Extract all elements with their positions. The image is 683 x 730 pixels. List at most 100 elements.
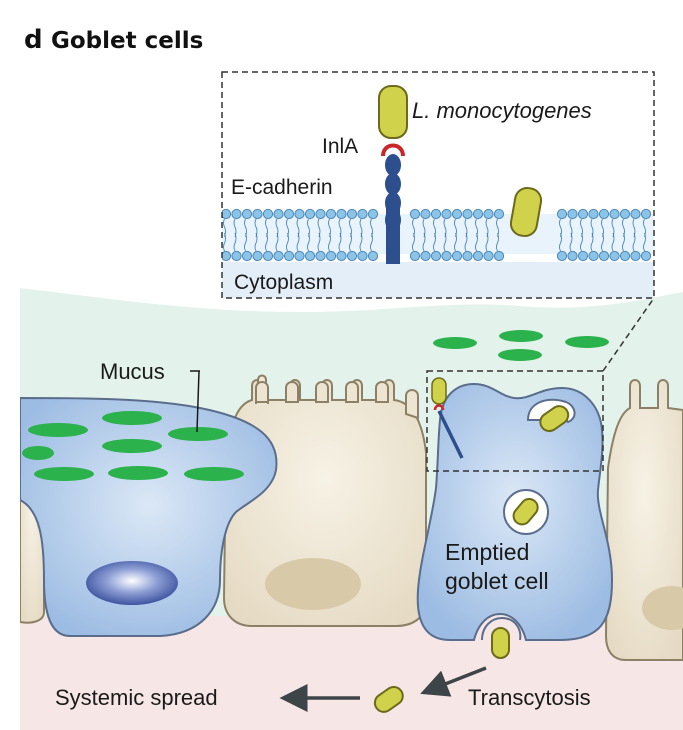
transcytosis-arrow (420, 666, 487, 697)
lipid-tail (485, 232, 489, 252)
lipid-tail (286, 232, 289, 252)
transcytosis-label: Transcytosis (468, 685, 591, 710)
lipid-head (598, 208, 610, 220)
lipid-tail (611, 218, 615, 238)
lipid-head (357, 250, 368, 262)
lipid-tail (265, 232, 268, 252)
lipid-head (367, 250, 379, 262)
lipid-head (325, 208, 337, 220)
lipid-head (241, 250, 253, 262)
lipid-head (630, 208, 641, 220)
inla-label: InlA (322, 135, 358, 158)
lipid-head (367, 208, 379, 220)
lipid-head (598, 250, 610, 262)
lipid-tail (223, 232, 226, 252)
lipid-tail (317, 232, 321, 252)
lipid-tail (349, 218, 352, 238)
panel-title: Goblet cells (51, 28, 203, 54)
ecadherin-molecule (385, 154, 401, 264)
lipid-head (346, 208, 358, 220)
goblet-cell-filled (20, 397, 278, 637)
lipid-tail (412, 218, 415, 238)
lipid-head (252, 208, 263, 220)
lipid-head (304, 208, 316, 220)
lipid-tail (611, 232, 615, 252)
mini-binding (431, 377, 464, 459)
systemic-label: Systemic spread (55, 685, 218, 710)
lipid-head (640, 250, 652, 262)
microvilli-middle (255, 381, 419, 420)
lipid-tail (601, 218, 604, 238)
lipid-head (315, 250, 326, 262)
lipid-head (262, 250, 274, 262)
lipid-bilayer (222, 208, 654, 262)
bacterium-label: L. monocytogenes (412, 98, 592, 123)
lipid-head (294, 250, 305, 262)
lipid-head (567, 250, 578, 262)
lipid-head (409, 208, 421, 220)
lipid-tail (569, 232, 573, 252)
lipid-tail (412, 232, 415, 252)
ecadherin-label: E-cadherin (231, 176, 333, 199)
lipid-head (252, 250, 263, 262)
lipid-head (619, 250, 631, 262)
lipid-head (273, 208, 284, 220)
mucus-granules (22, 411, 244, 481)
lipid-head (609, 208, 620, 220)
zoom-inset-border (221, 71, 655, 299)
lipid-head (430, 208, 442, 220)
lipid-tail (643, 232, 646, 252)
cytoplasm-label: Cytoplasm (234, 271, 333, 294)
lipid-head (420, 208, 431, 220)
lipid-tail (275, 232, 279, 252)
enterocyte-right (604, 379, 683, 661)
lipid-head (283, 208, 295, 220)
lipid-tail (233, 218, 237, 238)
lipid-head (556, 250, 568, 262)
lipid-head (273, 250, 284, 262)
bacterium-vacuole (512, 497, 539, 526)
lipid-tail (643, 218, 646, 238)
mucus-leader-down (196, 370, 200, 433)
lipid-tail (317, 218, 321, 238)
emptied-label-line2: goblet cell (445, 568, 549, 594)
lipid-head (346, 250, 358, 262)
lipid-tail (433, 232, 436, 252)
lipid-tail (454, 218, 457, 238)
lipid-head (451, 250, 463, 262)
lipid-tail (286, 218, 289, 238)
lipid-tail (223, 218, 226, 238)
lipid-tail (443, 232, 447, 252)
lipid-head (315, 208, 326, 220)
lipid-tail (370, 232, 373, 252)
lipid-tail (307, 218, 310, 238)
lipid-tail (359, 232, 363, 252)
lipid-tail (328, 218, 331, 238)
enterocyte-right-nucleus (642, 586, 683, 630)
enterocyte-nucleus (265, 558, 361, 610)
lipid-head (357, 208, 368, 220)
zoom-line (602, 297, 655, 372)
lipid-tail (359, 218, 363, 238)
lipid-head (231, 208, 242, 220)
lipid-head (231, 250, 242, 262)
lipid-head (577, 208, 589, 220)
lipid-head (222, 208, 232, 220)
lipid-head (336, 208, 347, 220)
lipid-tail (590, 218, 594, 238)
lipid-head (294, 208, 305, 220)
lipid-head (441, 250, 452, 262)
lipid-head (588, 208, 599, 220)
lipid-head (462, 208, 473, 220)
lipid-tail (254, 218, 258, 238)
lipid-tail (433, 218, 436, 238)
lipid-tail (233, 232, 237, 252)
lipid-head (241, 208, 253, 220)
lipid-head (577, 250, 589, 262)
lipid-head (567, 208, 578, 220)
lipid-head (336, 250, 347, 262)
lipid-tail (559, 218, 562, 238)
bacterium-spread (373, 685, 404, 713)
lipid-head (222, 250, 232, 262)
